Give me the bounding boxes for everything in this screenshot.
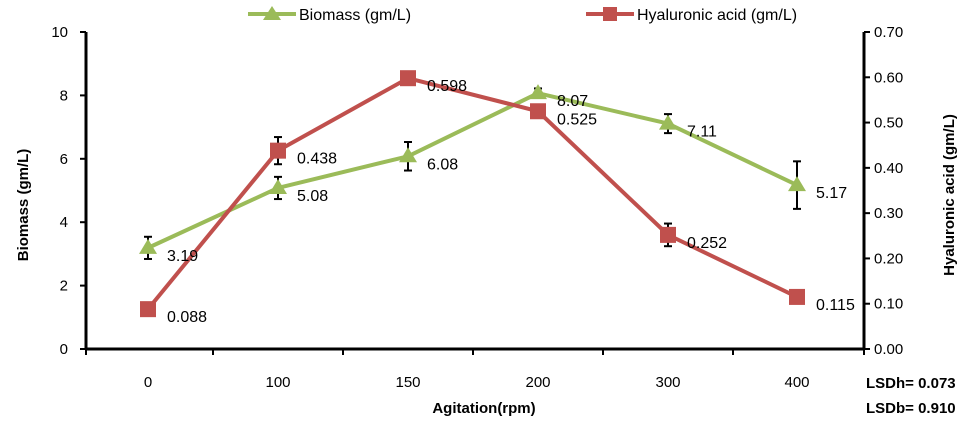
- y-axis-right-title: Hyaluronic acid (gm/L): [941, 114, 958, 276]
- hyaluronic-point: [660, 226, 676, 243]
- series: [139, 70, 806, 318]
- biomass-series-line: [147, 91, 798, 250]
- hyaluronic-data-label: 0.115: [816, 297, 855, 314]
- y-right-tick-label: 0.20: [874, 250, 903, 267]
- y-left-tick-label: 10: [51, 24, 68, 41]
- hyaluronic-data-label: 0.525: [557, 111, 597, 128]
- x-tick-label: 0: [144, 374, 152, 391]
- hyaluronic-point: [400, 70, 416, 87]
- y-right-tick-label: 0.40: [874, 160, 903, 177]
- hyaluronic-series-line: [146, 76, 798, 311]
- axes: 0 2 4 6 8 10 0.00 0.10 0.20 0.30 0.40 0.50 0.60 0.70 0…: [51, 24, 903, 391]
- y-right-tick-label: 0.60: [874, 69, 903, 86]
- hyaluronic-point: [270, 142, 286, 159]
- y-left-tick-label: 4: [60, 214, 68, 231]
- lsd-hyaluronic-annotation: LSDh= 0.073: [866, 375, 956, 392]
- hyaluronic-point: [530, 103, 546, 120]
- x-tick-label: 100: [265, 374, 290, 391]
- legend-hyaluronic-marker: [603, 7, 617, 21]
- x-tick-label: 150: [395, 374, 420, 391]
- hyaluronic-point: [140, 301, 156, 318]
- biomass-data-label: 8.07: [557, 93, 588, 110]
- legend-biomass-marker: [263, 6, 281, 20]
- legend-item-hyaluronic: Hyaluronic acid (gm/L): [586, 7, 797, 24]
- y-right-tick-label: 0.50: [874, 115, 903, 132]
- legend-item-biomass: Biomass (gm/L): [248, 6, 411, 24]
- biomass-point: [788, 176, 806, 192]
- y-left-tick-label: 2: [60, 278, 68, 295]
- data-labels: 3.19 5.08 6.08 8.07 7.11 5.17 0.088 0.438 0.598 0…: [167, 78, 855, 326]
- biomass-point: [269, 178, 287, 194]
- hyaluronic-data-label: 0.252: [687, 235, 727, 252]
- y-right-tick-label: 0.10: [874, 296, 903, 313]
- hyaluronic-data-label: 0.438: [297, 151, 337, 168]
- biomass-data-label: 5.08: [297, 188, 328, 205]
- biomass-data-label: 5.17: [816, 185, 847, 202]
- legend-hyaluronic-label: Hyaluronic acid (gm/L): [637, 7, 797, 24]
- hyaluronic-data-label: 0.598: [427, 78, 467, 95]
- lsd-biomass-annotation: LSDb= 0.910: [866, 400, 956, 417]
- x-tick-label: 300: [655, 374, 680, 391]
- biomass-point: [659, 114, 677, 130]
- hyaluronic-data-label: 0.088: [167, 309, 207, 326]
- y-left-tick-label: 8: [60, 87, 68, 104]
- biomass-data-label: 7.11: [687, 124, 717, 141]
- y-right-tick-label: 0.70: [874, 24, 903, 41]
- x-tick-label: 400: [784, 374, 809, 391]
- legend-biomass-label: Biomass (gm/L): [299, 7, 411, 24]
- y-left-tick-label: 6: [60, 151, 68, 168]
- y-axis-left-title: Biomass (gm/L): [15, 149, 32, 262]
- x-tick-label: 200: [525, 374, 550, 391]
- biomass-point: [529, 84, 547, 100]
- y-right-tick-label: 0.00: [874, 341, 903, 358]
- legend: Biomass (gm/L) Hyaluronic acid (gm/L): [248, 6, 797, 24]
- x-axis-title: Agitation(rpm): [432, 400, 535, 417]
- y-left-tick-label: 0: [60, 341, 68, 358]
- biomass-data-label: 3.19: [167, 248, 198, 265]
- hyaluronic-point: [789, 288, 805, 305]
- biomass-data-label: 6.08: [427, 156, 458, 173]
- biomass-point: [139, 238, 157, 254]
- y-right-tick-label: 0.30: [874, 205, 903, 222]
- biomass-point: [399, 147, 417, 163]
